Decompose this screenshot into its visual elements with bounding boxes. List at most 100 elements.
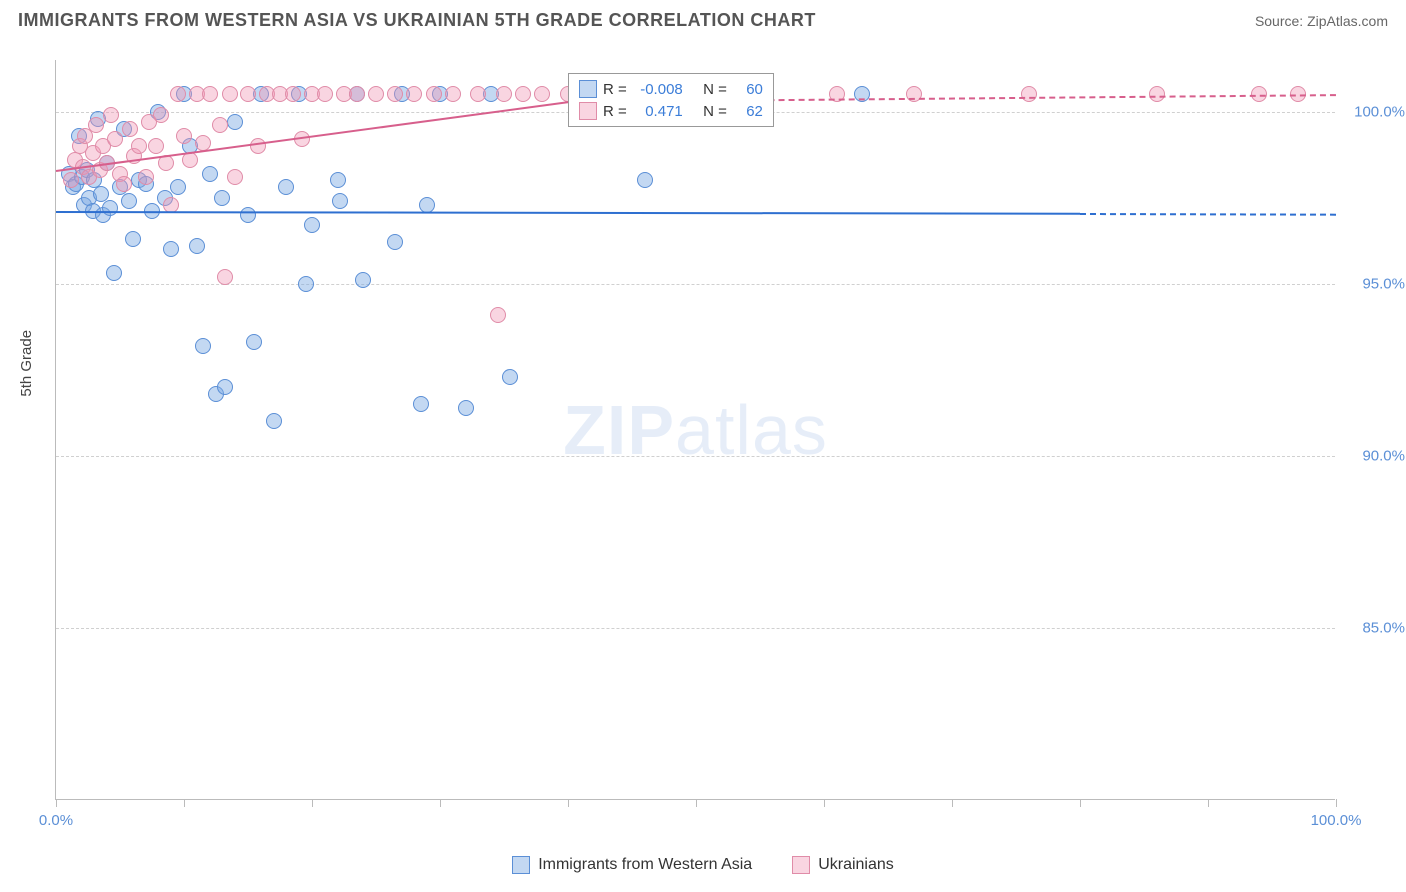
scatter-point <box>368 86 384 102</box>
scatter-point <box>125 231 141 247</box>
scatter-point <box>240 86 256 102</box>
trend-line <box>1080 213 1336 216</box>
scatter-point <box>515 86 531 102</box>
scatter-point <box>490 307 506 323</box>
legend-item-series2: Ukrainians <box>792 856 894 874</box>
gridline <box>56 628 1335 629</box>
scatter-point <box>217 269 233 285</box>
legend-swatch-icon <box>512 856 530 874</box>
scatter-point <box>214 190 230 206</box>
scatter-point <box>195 135 211 151</box>
scatter-point <box>102 200 118 216</box>
bottom-legend: Immigrants from Western Asia Ukrainians <box>0 856 1406 874</box>
scatter-point <box>387 86 403 102</box>
scatter-point <box>138 169 154 185</box>
scatter-point <box>202 86 218 102</box>
ytick-label: 90.0% <box>1345 447 1405 464</box>
ytick-label: 95.0% <box>1345 275 1405 292</box>
scatter-point <box>1149 86 1165 102</box>
scatter-point <box>330 172 346 188</box>
source-label: Source: ZipAtlas.com <box>1255 13 1388 29</box>
legend-swatch-icon <box>579 80 597 98</box>
scatter-point <box>106 265 122 281</box>
scatter-point <box>637 172 653 188</box>
correlation-legend: R =-0.008 N =60R =0.471 N =62 <box>568 73 774 127</box>
legend-label: Ukrainians <box>818 856 894 874</box>
scatter-point <box>534 86 550 102</box>
scatter-point <box>906 86 922 102</box>
legend-swatch-icon <box>579 102 597 120</box>
chart-title: IMMIGRANTS FROM WESTERN ASIA VS UKRAINIA… <box>18 10 816 31</box>
legend-item-series1: Immigrants from Western Asia <box>512 856 752 874</box>
scatter-point <box>332 193 348 209</box>
trend-line <box>56 211 1080 215</box>
scatter-point <box>122 121 138 137</box>
xtick <box>952 799 953 807</box>
gridline <box>56 456 1335 457</box>
scatter-point <box>278 179 294 195</box>
scatter-point <box>1021 86 1037 102</box>
scatter-point <box>298 276 314 292</box>
xtick <box>1208 799 1209 807</box>
xtick-label: 100.0% <box>1311 812 1362 829</box>
scatter-point <box>349 86 365 102</box>
scatter-point <box>131 138 147 154</box>
scatter-point <box>153 107 169 123</box>
scatter-point <box>445 86 461 102</box>
xtick <box>56 799 57 807</box>
scatter-point <box>88 117 104 133</box>
scatter-point <box>387 234 403 250</box>
scatter-point <box>189 238 205 254</box>
scatter-point <box>195 338 211 354</box>
scatter-point <box>413 396 429 412</box>
scatter-point <box>458 400 474 416</box>
xtick <box>824 799 825 807</box>
scatter-point <box>202 166 218 182</box>
scatter-point <box>355 272 371 288</box>
legend-swatch-icon <box>792 856 810 874</box>
scatter-point <box>470 86 486 102</box>
scatter-point <box>227 169 243 185</box>
legend-row: R =0.471 N =62 <box>579 100 763 122</box>
scatter-point <box>246 334 262 350</box>
scatter-point <box>419 197 435 213</box>
scatter-point <box>148 138 164 154</box>
scatter-point <box>63 172 79 188</box>
xtick <box>696 799 697 807</box>
xtick <box>1336 799 1337 807</box>
scatter-point <box>406 86 422 102</box>
xtick <box>184 799 185 807</box>
xtick-label: 0.0% <box>39 812 73 829</box>
scatter-point <box>222 86 238 102</box>
gridline <box>56 284 1335 285</box>
scatter-point <box>317 86 333 102</box>
scatter-point <box>285 86 301 102</box>
scatter-point <box>163 241 179 257</box>
chart-plot-area: ZIPatlas 85.0%90.0%95.0%100.0%0.0%100.0%… <box>55 60 1335 800</box>
xtick <box>440 799 441 807</box>
ytick-label: 100.0% <box>1345 103 1405 120</box>
xtick <box>568 799 569 807</box>
legend-row: R =-0.008 N =60 <box>579 78 763 100</box>
xtick <box>312 799 313 807</box>
y-axis-label: 5th Grade <box>18 330 35 397</box>
watermark: ZIPatlas <box>563 390 828 470</box>
scatter-point <box>217 379 233 395</box>
scatter-point <box>240 207 256 223</box>
ytick-label: 85.0% <box>1345 619 1405 636</box>
scatter-point <box>426 86 442 102</box>
scatter-point <box>121 193 137 209</box>
scatter-point <box>250 138 266 154</box>
xtick <box>1080 799 1081 807</box>
scatter-point <box>163 197 179 213</box>
scatter-point <box>212 117 228 133</box>
scatter-point <box>266 413 282 429</box>
scatter-point <box>227 114 243 130</box>
scatter-point <box>170 179 186 195</box>
scatter-point <box>107 131 123 147</box>
scatter-point <box>170 86 186 102</box>
scatter-point <box>116 176 132 192</box>
scatter-point <box>496 86 512 102</box>
scatter-point <box>502 369 518 385</box>
scatter-point <box>103 107 119 123</box>
